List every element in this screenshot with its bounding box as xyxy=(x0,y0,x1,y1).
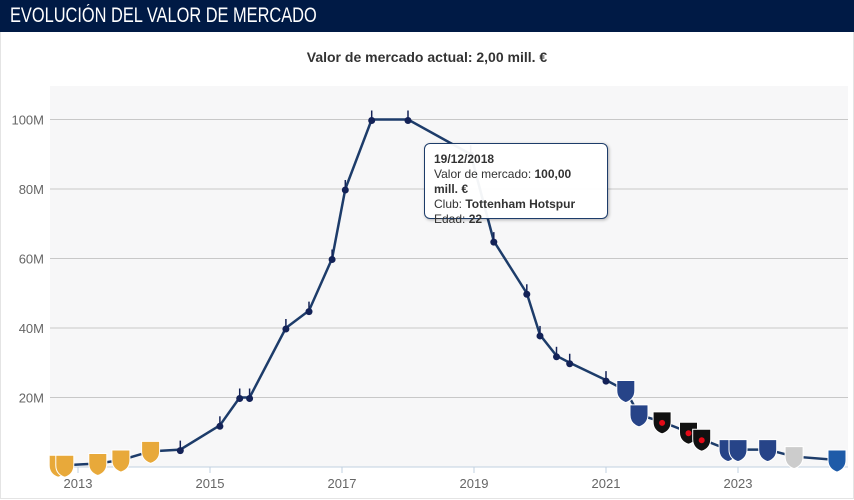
section-title: EVOLUCIÓN DEL VALOR DE MERCADO xyxy=(10,4,317,27)
data-point[interactable] xyxy=(88,453,108,477)
data-point[interactable] xyxy=(246,388,254,403)
tooltip-date: 19/12/2018 xyxy=(434,152,495,166)
data-point[interactable] xyxy=(629,404,649,428)
club-crest-icon xyxy=(328,256,336,263)
tooltip-club-label: Club: xyxy=(434,197,466,211)
data-point[interactable] xyxy=(368,110,376,125)
data-point[interactable] xyxy=(236,388,244,403)
data-point[interactable] xyxy=(536,325,544,340)
club-crest-icon xyxy=(341,186,349,194)
club-crest-icon xyxy=(536,332,544,340)
data-point[interactable] xyxy=(566,353,574,368)
club-crest-icon xyxy=(236,395,244,402)
data-point[interactable] xyxy=(328,249,336,264)
data-point[interactable] xyxy=(490,232,498,246)
club-crest-icon xyxy=(305,308,313,316)
data-point[interactable] xyxy=(602,371,610,385)
club-crest-icon xyxy=(616,380,636,404)
x-tick-label: 2019 xyxy=(460,476,489,491)
data-point[interactable] xyxy=(728,439,748,463)
data-point[interactable] xyxy=(282,319,290,333)
x-tick-label: 2015 xyxy=(196,476,225,491)
club-crest-icon xyxy=(141,440,161,464)
data-point[interactable] xyxy=(111,449,131,473)
y-tick-label: 40M xyxy=(19,321,44,336)
crest-detail xyxy=(698,437,705,444)
club-crest-icon xyxy=(553,353,560,361)
data-point[interactable] xyxy=(55,454,75,478)
current-value: Valor de mercado actual: 2,00 mill. € xyxy=(306,49,548,65)
data-point[interactable] xyxy=(553,346,560,361)
data-point[interactable] xyxy=(827,449,847,473)
x-tick-label: 2023 xyxy=(724,476,753,491)
tooltip-club: Tottenham Hotspur xyxy=(465,197,576,211)
tooltip-value: 100,00 mill. € xyxy=(434,167,572,196)
data-point[interactable] xyxy=(176,440,184,455)
tooltip-age-label: Edad: xyxy=(434,212,469,226)
club-crest-icon xyxy=(602,377,610,385)
club-crest-icon xyxy=(566,360,574,368)
club-crest-icon xyxy=(758,439,778,463)
y-tick-label: 20M xyxy=(19,391,44,406)
data-point[interactable] xyxy=(616,380,636,404)
crest-detail xyxy=(659,419,666,426)
data-point[interactable] xyxy=(404,110,412,125)
crest-detail xyxy=(685,430,692,437)
data-point[interactable] xyxy=(652,411,672,435)
club-crest-icon xyxy=(176,447,184,455)
y-tick-label: 60M xyxy=(19,252,44,267)
club-crest-icon xyxy=(216,422,224,430)
data-point[interactable] xyxy=(523,284,531,298)
x-tick-label: 2021 xyxy=(592,476,621,491)
data-point[interactable] xyxy=(216,416,224,430)
data-point[interactable] xyxy=(341,180,349,194)
data-point[interactable] xyxy=(784,446,804,470)
section-header: EVOLUCIÓN DEL VALOR DE MERCADO xyxy=(0,0,854,32)
club-crest-icon xyxy=(111,449,131,473)
club-crest-icon xyxy=(629,404,649,428)
club-crest-icon xyxy=(368,117,376,124)
club-crest-icon xyxy=(827,449,847,473)
x-tick-label: 2017 xyxy=(328,476,357,491)
club-crest-icon xyxy=(246,395,254,402)
data-point[interactable] xyxy=(305,301,313,316)
tooltip: 19/12/2018 Valor de mercado: 100,00 mill… xyxy=(424,143,608,226)
club-crest-icon xyxy=(282,325,290,333)
x-tick-label: 2013 xyxy=(64,476,93,491)
club-crest-icon xyxy=(404,117,412,124)
club-crest-icon xyxy=(784,446,804,470)
club-crest-icon xyxy=(728,439,748,463)
club-crest-icon xyxy=(523,290,531,298)
data-point[interactable] xyxy=(692,428,712,452)
tooltip-age: 22 xyxy=(468,212,483,226)
club-crest-icon xyxy=(88,453,108,477)
club-crest-icon xyxy=(55,454,75,478)
data-point[interactable] xyxy=(758,439,778,463)
data-point[interactable] xyxy=(141,440,161,464)
y-tick-label: 100M xyxy=(11,113,44,128)
tooltip-value-label: Valor de mercado: xyxy=(434,167,535,181)
club-crest-icon xyxy=(490,238,498,246)
y-tick-label: 80M xyxy=(19,182,44,197)
